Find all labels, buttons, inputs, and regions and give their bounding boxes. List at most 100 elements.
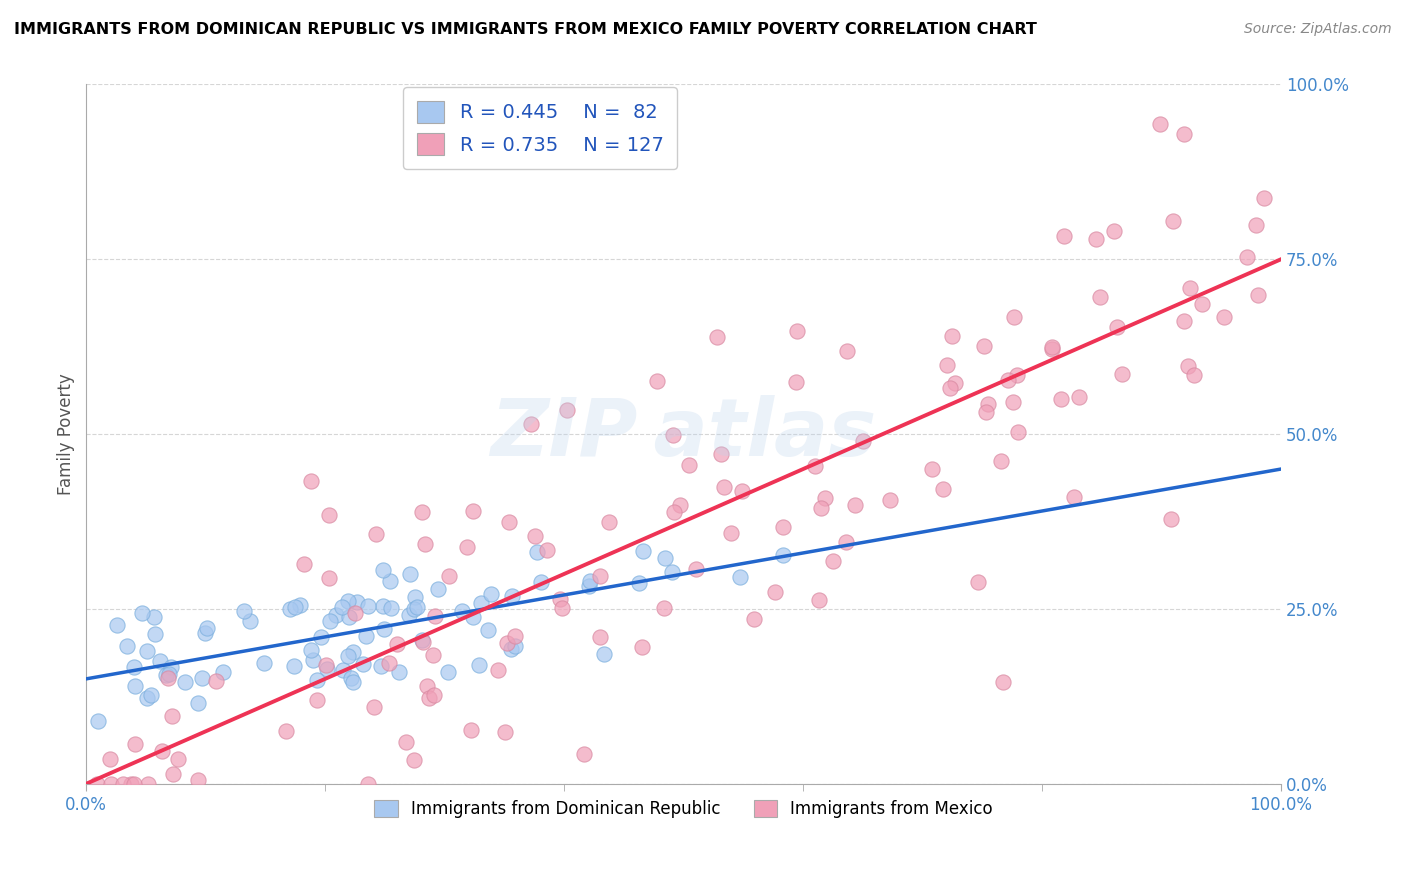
- Point: [551, 601, 574, 615]
- Point: [627, 576, 650, 591]
- Point: [373, 599, 395, 613]
- Point: [460, 723, 482, 738]
- Point: [835, 343, 858, 358]
- Point: [402, 753, 425, 767]
- Point: [337, 610, 360, 624]
- Point: [555, 402, 578, 417]
- Point: [785, 375, 807, 389]
- Point: [720, 526, 742, 541]
- Point: [315, 658, 337, 673]
- Point: [852, 434, 875, 449]
- Point: [186, 773, 208, 788]
- Point: [530, 574, 553, 589]
- Point: [211, 665, 233, 679]
- Point: [354, 629, 377, 643]
- Point: [939, 381, 962, 395]
- Point: [763, 584, 786, 599]
- Point: [1005, 368, 1028, 382]
- Point: [239, 614, 262, 628]
- Point: [728, 570, 751, 584]
- Point: [1177, 359, 1199, 374]
- Point: [283, 658, 305, 673]
- Point: [678, 458, 700, 473]
- Point: [357, 777, 380, 791]
- Point: [159, 659, 181, 673]
- Point: [143, 610, 166, 624]
- Point: [498, 516, 520, 530]
- Point: [330, 600, 353, 615]
- Point: [373, 622, 395, 636]
- Point: [136, 644, 159, 658]
- Point: [1040, 340, 1063, 354]
- Point: [346, 595, 368, 609]
- Point: [307, 692, 329, 706]
- Point: [772, 548, 794, 562]
- Point: [302, 652, 325, 666]
- Text: ZIP atlas: ZIP atlas: [491, 395, 877, 473]
- Point: [593, 648, 616, 662]
- Point: [503, 640, 526, 654]
- Text: Source: ZipAtlas.com: Source: ZipAtlas.com: [1244, 22, 1392, 37]
- Point: [976, 405, 998, 419]
- Point: [342, 674, 364, 689]
- Point: [1173, 314, 1195, 328]
- Point: [589, 630, 612, 644]
- Point: [835, 534, 858, 549]
- Point: [935, 358, 957, 372]
- Point: [340, 671, 363, 685]
- Point: [501, 589, 523, 603]
- Point: [1063, 490, 1085, 504]
- Point: [87, 714, 110, 729]
- Point: [336, 649, 359, 664]
- Point: [149, 654, 172, 668]
- Point: [461, 610, 484, 624]
- Point: [395, 735, 418, 749]
- Point: [373, 563, 395, 577]
- Point: [706, 330, 728, 344]
- Point: [731, 484, 754, 499]
- Point: [288, 598, 311, 612]
- Point: [1102, 224, 1125, 238]
- Point: [155, 667, 177, 681]
- Point: [1163, 214, 1185, 228]
- Point: [342, 645, 364, 659]
- Point: [664, 505, 686, 519]
- Point: [344, 606, 367, 620]
- Point: [423, 688, 446, 702]
- Point: [1040, 342, 1063, 356]
- Point: [479, 587, 502, 601]
- Point: [477, 624, 499, 638]
- Point: [412, 634, 434, 648]
- Point: [136, 690, 159, 705]
- Point: [1244, 218, 1267, 232]
- Point: [402, 602, 425, 616]
- Point: [437, 665, 460, 679]
- Point: [844, 498, 866, 512]
- Point: [496, 636, 519, 650]
- Point: [233, 604, 256, 618]
- Point: [336, 594, 359, 608]
- Point: [292, 557, 315, 571]
- Point: [316, 662, 339, 676]
- Point: [166, 752, 188, 766]
- Point: [1002, 310, 1025, 324]
- Point: [662, 428, 685, 442]
- Point: [578, 579, 600, 593]
- Point: [1191, 297, 1213, 311]
- Point: [1182, 368, 1205, 382]
- Point: [943, 376, 966, 391]
- Point: [1236, 251, 1258, 265]
- Point: [427, 582, 450, 596]
- Point: [1149, 117, 1171, 131]
- Point: [309, 630, 332, 644]
- Point: [503, 629, 526, 643]
- Point: [450, 604, 472, 618]
- Point: [332, 663, 354, 677]
- Point: [141, 688, 163, 702]
- Point: [325, 607, 347, 622]
- Point: [301, 643, 323, 657]
- Point: [86, 777, 108, 791]
- Point: [1088, 290, 1111, 304]
- Point: [772, 520, 794, 534]
- Point: [422, 648, 444, 663]
